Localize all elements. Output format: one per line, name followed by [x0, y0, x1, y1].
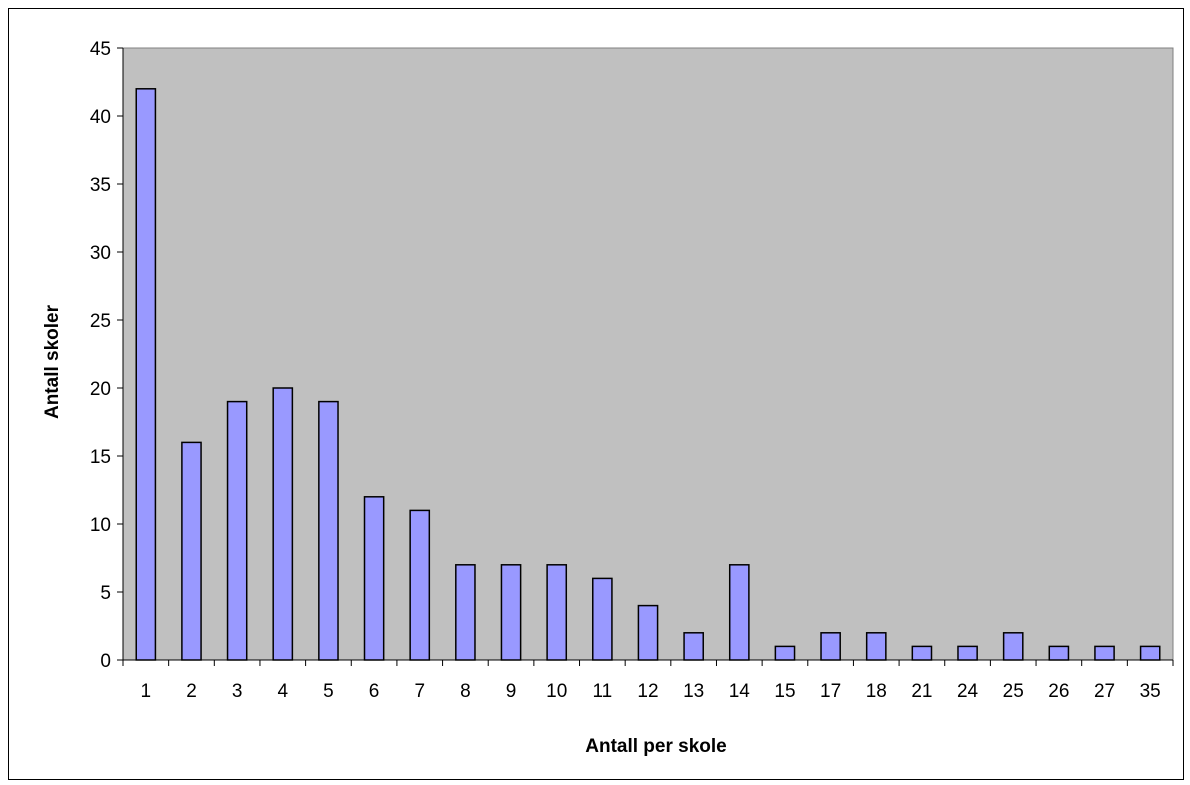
bar [318, 400, 339, 661]
x-tick-label: 8 [460, 681, 471, 702]
bar [957, 645, 978, 661]
x-tick-label: 27 [1094, 681, 1115, 702]
x-tick-label: 7 [414, 681, 425, 702]
y-axis-title: Antall skoler [42, 304, 63, 419]
bar [363, 496, 385, 661]
x-tick-label: 25 [1003, 681, 1024, 702]
x-tick-label: 14 [729, 681, 751, 702]
bar [1094, 645, 1115, 661]
x-tick-label: 17 [820, 681, 841, 702]
x-tick-label: 21 [911, 681, 932, 702]
y-tick-label: 0 [100, 651, 111, 672]
bar [865, 632, 887, 661]
x-tick-label: 5 [323, 681, 334, 702]
x-tick-label: 12 [637, 681, 658, 702]
bar [455, 564, 476, 661]
x-axis-title: Antall per skole [585, 736, 727, 757]
x-tick-label: 15 [774, 681, 795, 702]
x-tick-label: 9 [506, 681, 517, 702]
bar [592, 577, 613, 661]
y-tick-label: 15 [90, 447, 111, 468]
y-tick-label: 40 [90, 107, 111, 128]
y-tick-label: 30 [90, 243, 111, 264]
x-tick-label: 10 [546, 681, 567, 702]
chart-area: 0 5 10 15 20 25 30 35 40 45 1 2 3 4 5 6 7 8 9 10 11 12 13 14 15… [8, 8, 1184, 780]
bar [226, 400, 248, 661]
x-tick-label: 3 [232, 681, 243, 702]
y-tick-label: 20 [90, 379, 111, 400]
plot-area [122, 47, 1174, 661]
y-axis: 0 5 10 15 20 25 30 35 40 45 [90, 39, 124, 672]
x-tick-label: 26 [1048, 681, 1069, 702]
y-tick-label: 10 [90, 515, 111, 536]
x-tick-label: 2 [186, 681, 197, 702]
bar [500, 564, 522, 661]
y-tick-label: 45 [90, 39, 111, 60]
x-tick-label: 11 [592, 681, 612, 702]
y-tick-label: 35 [90, 175, 111, 196]
bar [135, 88, 157, 661]
bar [1139, 645, 1161, 661]
x-tick-label: 1 [141, 681, 152, 702]
x-tick-label: 4 [277, 681, 288, 702]
y-tick-label: 25 [90, 311, 111, 332]
x-tick-label: 24 [957, 681, 979, 702]
bar [546, 564, 568, 661]
bars [135, 88, 1161, 661]
x-tick-label: 18 [866, 681, 887, 702]
bar [683, 632, 704, 661]
bar [774, 645, 796, 661]
bar [637, 604, 659, 661]
x-tick-label: 35 [1140, 681, 1161, 702]
x-axis: 1 2 3 4 5 6 7 8 9 10 11 12 13 14 15 17 18 21 24 25 26 27 35 [122, 659, 1174, 702]
bar [409, 509, 431, 661]
bar [728, 564, 750, 661]
y-tick-label: 5 [100, 583, 111, 604]
x-tick-label: 13 [683, 681, 704, 702]
bar [181, 441, 202, 661]
bar [272, 387, 294, 661]
bar [820, 632, 841, 661]
bar [911, 645, 933, 661]
x-tick-label: 6 [369, 681, 380, 702]
bar [1002, 632, 1024, 661]
bar [1048, 645, 1070, 661]
